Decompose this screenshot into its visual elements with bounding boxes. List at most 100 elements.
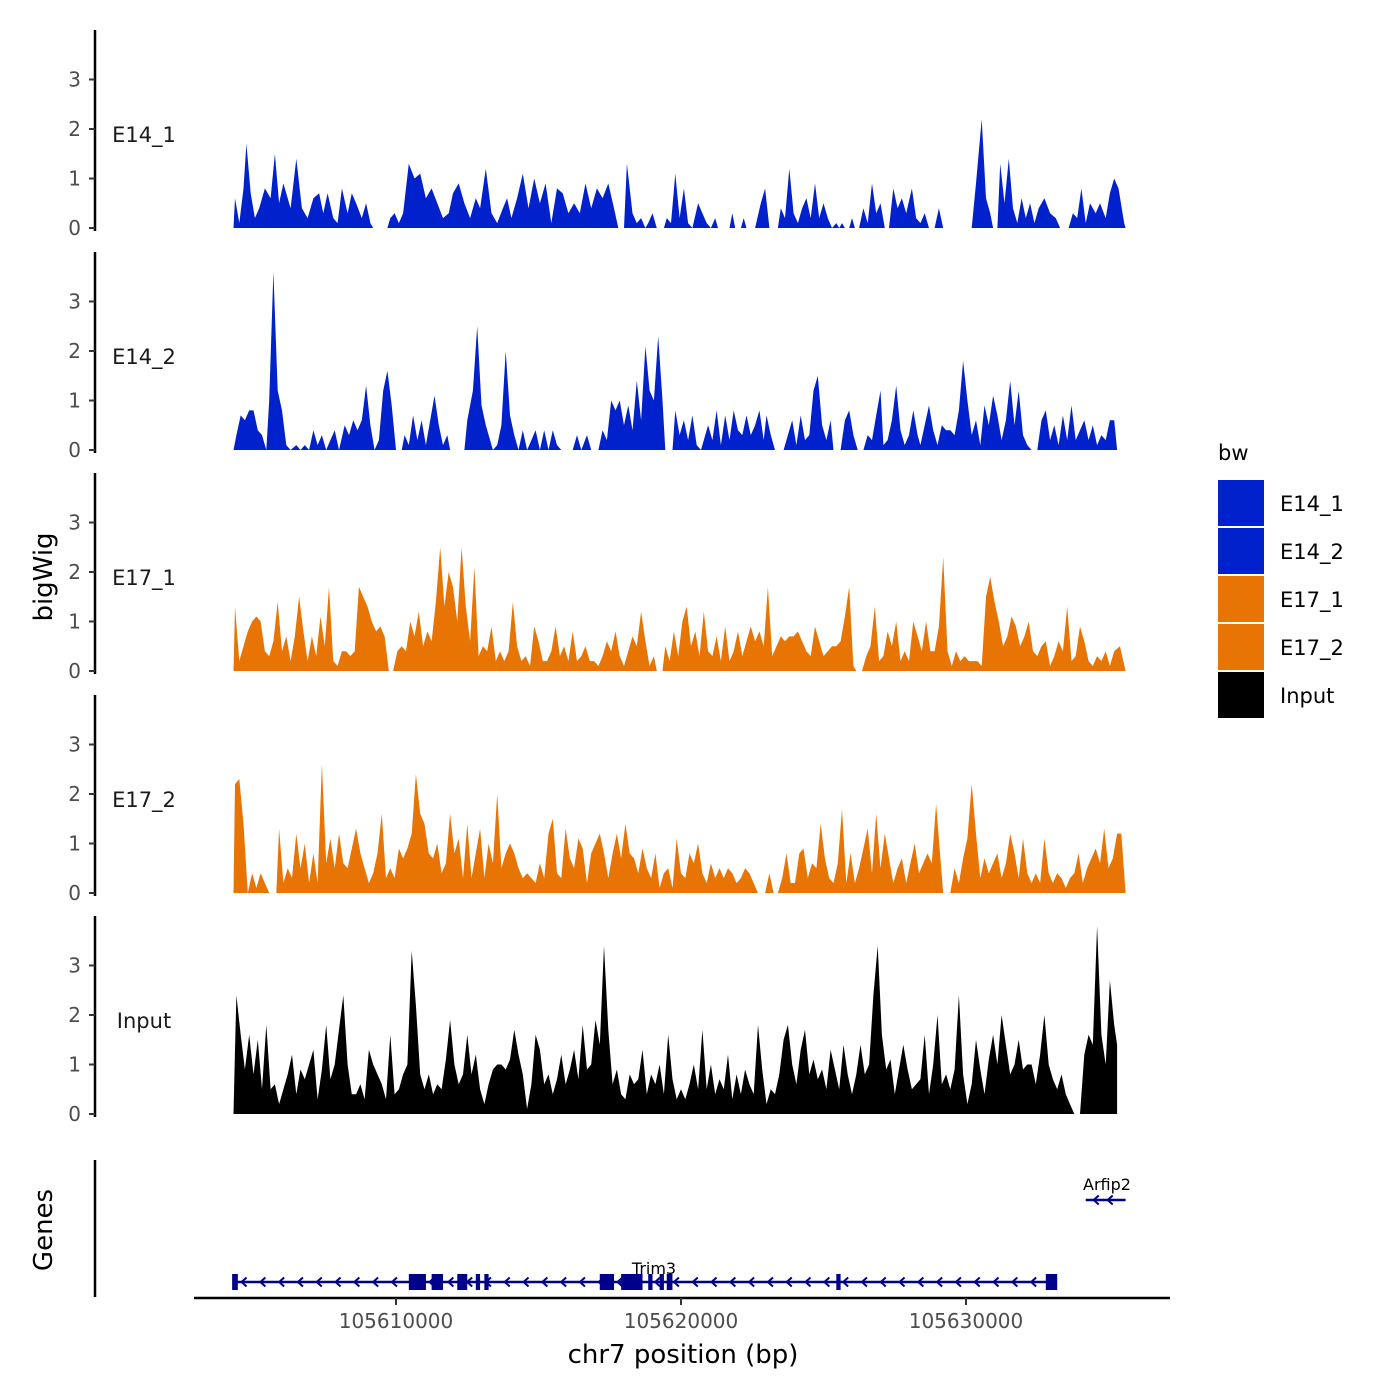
- strand-arrow: [390, 1276, 398, 1288]
- exon: [484, 1274, 489, 1290]
- strand-arrow: [653, 1276, 661, 1288]
- strand-arrow: [710, 1276, 718, 1288]
- strand-arrow: [1092, 1194, 1100, 1206]
- y-tick-label: 3: [68, 954, 81, 978]
- area-series: [233, 271, 1118, 450]
- legend-item-E14_1: E14_1: [1218, 480, 1344, 526]
- x-axis: 105610000 105620000 105630000: [194, 1296, 1170, 1333]
- strand-arrow: [728, 1276, 737, 1288]
- track-E14_1: 0 1 2 3 E14_1: [68, 30, 1126, 240]
- strand-arrow: [1106, 1194, 1114, 1206]
- track-label: E17_1: [112, 566, 176, 591]
- strand-arrow: [691, 1276, 699, 1288]
- y-axis-title: bigWig: [29, 532, 59, 621]
- strand-arrow: [672, 1276, 680, 1288]
- strand-arrow: [315, 1276, 323, 1288]
- strand-arrow: [860, 1276, 868, 1288]
- y-tick-label: 2: [68, 117, 81, 141]
- strand-arrow: [296, 1276, 304, 1288]
- legend-label: E17_1: [1280, 588, 1344, 613]
- y-tick-label: 0: [68, 1102, 81, 1126]
- strand-arrow: [785, 1276, 793, 1288]
- strand-arrow: [578, 1276, 586, 1288]
- strand-arrow: [559, 1276, 567, 1288]
- y-tick-label: 3: [68, 290, 81, 314]
- legend-item-E17_2: E17_2: [1218, 624, 1344, 670]
- strand-arrow: [879, 1276, 887, 1288]
- genes-track: Trim3 Arfip2: [93, 1160, 1131, 1297]
- legend-item-Input: Input: [1218, 672, 1334, 718]
- strand-arrow: [954, 1276, 962, 1288]
- legend-swatch: [1218, 480, 1264, 526]
- exon: [457, 1274, 468, 1290]
- strand-arrow: [822, 1276, 831, 1288]
- y-tick-label: 0: [68, 881, 81, 905]
- y-tick-label: 3: [68, 68, 81, 92]
- strand-arrow: [446, 1276, 455, 1288]
- legend-label: E14_1: [1280, 492, 1344, 517]
- area-series: [233, 925, 1118, 1114]
- strand-arrow: [334, 1276, 342, 1288]
- gene-label: Arfip2: [1083, 1175, 1131, 1194]
- gene-Trim3: Trim3: [232, 1259, 1058, 1290]
- strand-arrow: [258, 1276, 267, 1288]
- y-tick-label: 0: [68, 216, 81, 240]
- gene-Arfip2: Arfip2: [1083, 1175, 1131, 1206]
- y-tick-label: 2: [68, 560, 81, 584]
- strand-arrow: [1010, 1276, 1019, 1288]
- track-label: E17_2: [112, 788, 176, 813]
- y-tick-label: 1: [68, 832, 81, 856]
- legend: bw E14_1 E14_2 E17_1 E17_2 Input: [1218, 441, 1344, 718]
- x-tick-label: 105630000: [909, 1309, 1024, 1333]
- strand-arrow: [616, 1276, 624, 1288]
- exon: [836, 1274, 841, 1290]
- legend-swatch: [1218, 576, 1264, 622]
- y-tick-label: 0: [68, 438, 81, 462]
- strand-arrow: [804, 1276, 812, 1288]
- strand-arrow: [522, 1276, 530, 1288]
- strand-arrow: [352, 1276, 361, 1288]
- track-label: E14_1: [112, 123, 176, 148]
- exon: [232, 1274, 238, 1290]
- strand-arrow: [935, 1276, 943, 1288]
- y-tick-label: 3: [68, 511, 81, 535]
- legend-swatch: [1218, 672, 1264, 718]
- gene-label: Trim3: [631, 1259, 676, 1278]
- x-axis-title: chr7 position (bp): [568, 1340, 799, 1370]
- exon: [431, 1274, 444, 1290]
- exon: [475, 1274, 481, 1290]
- exon: [408, 1274, 426, 1290]
- track-Input: 0 1 2 3 Input: [68, 916, 1118, 1126]
- exon: [621, 1274, 643, 1290]
- area-series: [233, 764, 1126, 893]
- strand-arrow: [747, 1276, 755, 1288]
- y-tick-label: 1: [68, 389, 81, 413]
- genes-axis-title: Genes: [29, 1189, 59, 1271]
- strand-arrow: [973, 1276, 981, 1288]
- strand-arrow: [992, 1276, 1000, 1288]
- strand-arrow: [1029, 1276, 1037, 1288]
- track-E17_1: 0 1 2 3 E17_1: [68, 473, 1126, 683]
- strand-arrow: [766, 1276, 774, 1288]
- y-tick-label: 1: [68, 1053, 81, 1077]
- exon: [599, 1274, 615, 1290]
- strand-arrow: [898, 1276, 906, 1288]
- area-series: [233, 119, 1126, 228]
- legend-swatch: [1218, 624, 1264, 670]
- legend-label: Input: [1280, 684, 1334, 708]
- x-tick-label: 105620000: [624, 1309, 739, 1333]
- track-E14_2: 0 1 2 3 E14_2: [68, 252, 1118, 462]
- strand-arrow: [371, 1276, 379, 1288]
- strand-arrow: [841, 1276, 849, 1288]
- tracks-layer: 0 1 2 3 E14_1 0 1 2 3 E14_2 0 1 2 3 E17_1 0 1 2 3 E17_2 0 1 2 3…: [68, 30, 1126, 1126]
- strand-arrow: [916, 1276, 925, 1288]
- legend-item-E17_1: E17_1: [1218, 576, 1344, 622]
- legend-label: E17_2: [1280, 636, 1344, 661]
- y-tick-label: 3: [68, 733, 81, 757]
- y-tick-label: 0: [68, 659, 81, 683]
- strand-arrow: [240, 1276, 248, 1288]
- y-tick-label: 2: [68, 782, 81, 806]
- area-series: [233, 547, 1126, 671]
- y-tick-label: 1: [68, 610, 81, 634]
